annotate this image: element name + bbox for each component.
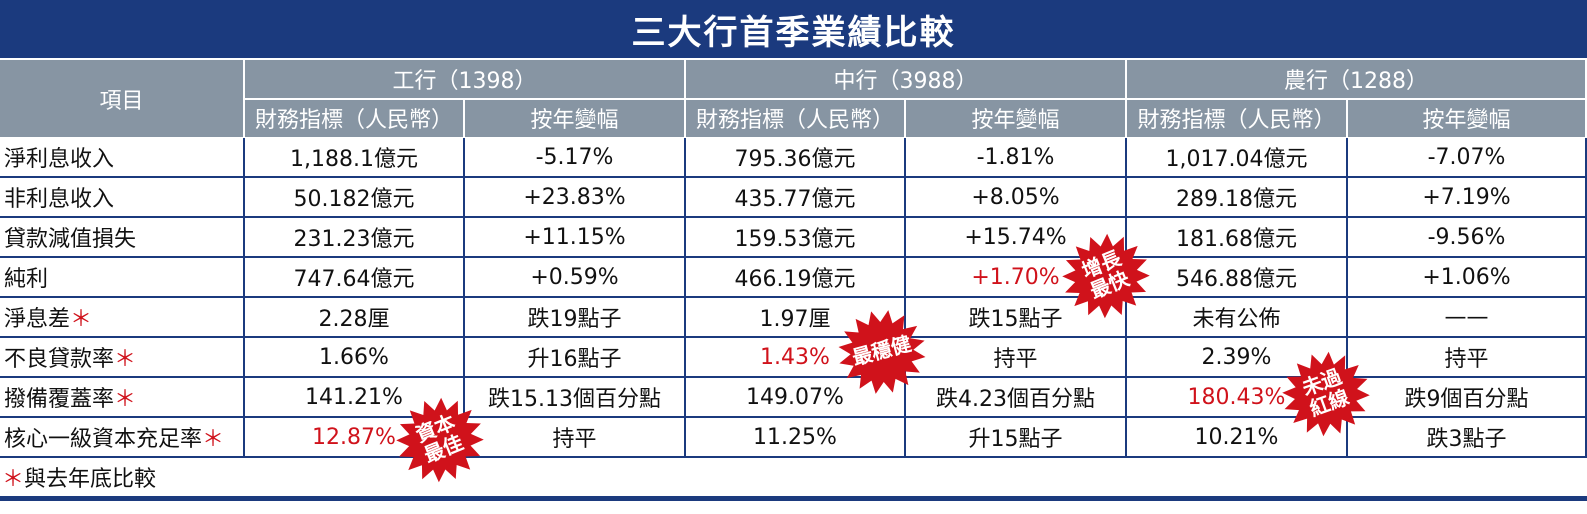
row-label: 貸款減值損失 — [0, 218, 245, 258]
data-cell: 跌15點子 — [906, 298, 1127, 338]
badge-burst — [396, 397, 484, 483]
bank-header: 中行（3988） — [686, 60, 1127, 100]
data-cell: 546.88億元 — [1127, 258, 1348, 298]
sub-header: 按年變幅 — [465, 99, 686, 139]
data-cell: 1,188.1億元 — [245, 138, 465, 178]
row-label-text: 核心一級資本充足率 — [4, 427, 203, 452]
data-cell: 141.21% — [245, 378, 465, 418]
data-cell: 795.36億元 — [686, 138, 906, 178]
data-cell: 2.39% — [1127, 338, 1348, 378]
data-cell: 747.64億元 — [245, 258, 465, 298]
data-cell: 181.68億元 — [1127, 218, 1348, 258]
data-cell: 升15點子 — [906, 418, 1127, 458]
data-cell: -5.17% — [465, 138, 686, 178]
data-cell: 1,017.04億元 — [1127, 138, 1348, 178]
sub-header: 財務指標（人民幣） — [1127, 99, 1348, 139]
note-mark: ＊ — [202, 427, 225, 452]
data-cell: +23.83% — [465, 178, 686, 218]
bank-header: 工行（1398） — [245, 60, 686, 100]
title: 三大行首季業績比較 — [0, 0, 1587, 58]
data-cell: 159.53億元 — [686, 218, 906, 258]
data-cell: 持平 — [906, 338, 1127, 378]
data-cell: +1.06% — [1348, 258, 1587, 298]
sub-header: 按年變幅 — [906, 99, 1127, 139]
badge-burst — [1062, 233, 1150, 319]
data-cell: —— — [1348, 298, 1587, 338]
data-cell: 跌15.13個百分點 — [465, 378, 686, 418]
data-cell: 升16點子 — [465, 338, 686, 378]
data-cell: +7.19% — [1348, 178, 1587, 218]
row-label-text: 不良貸款率 — [4, 347, 115, 372]
data-cell: 466.19億元 — [686, 258, 906, 298]
badge-burst — [1282, 351, 1370, 437]
row-label: 純利 — [0, 258, 245, 298]
bottom-rule — [0, 496, 1587, 501]
data-cell: 跌9個百分點 — [1348, 378, 1587, 418]
data-cell: 跌3點子 — [1348, 418, 1587, 458]
row-label: 撥備覆蓋率＊ — [0, 378, 245, 418]
data-cell: 12.87% — [245, 418, 465, 458]
data-cell: 2.28厘 — [245, 298, 465, 338]
data-cell: 未有公佈 — [1127, 298, 1348, 338]
data-cell: 180.43% — [1127, 378, 1348, 418]
data-cell: +11.15% — [465, 218, 686, 258]
bank-header: 農行（1288） — [1127, 60, 1587, 100]
row-label: 不良貸款率＊ — [0, 338, 245, 378]
sub-header: 財務指標（人民幣） — [686, 99, 906, 139]
row-label-text: 淨利息收入 — [4, 147, 115, 172]
row-label-text: 純利 — [4, 267, 49, 292]
data-cell: 289.18億元 — [1127, 178, 1348, 218]
footnote-text: 與去年底比較 — [24, 467, 157, 492]
row-label-text: 淨息差 — [4, 307, 71, 332]
data-cell: 50.182億元 — [245, 178, 465, 218]
row-label: 非利息收入 — [0, 178, 245, 218]
data-cell: 231.23億元 — [245, 218, 465, 258]
footnote: ＊與去年底比較 — [0, 458, 700, 496]
data-cell: 435.77億元 — [686, 178, 906, 218]
row-label: 核心一級資本充足率＊ — [0, 418, 245, 458]
data-cell: -9.56% — [1348, 218, 1587, 258]
data-cell: 11.25% — [686, 418, 906, 458]
note-mark: ＊ — [114, 387, 137, 412]
data-cell: 持平 — [465, 418, 686, 458]
data-cell: 1.66% — [245, 338, 465, 378]
row-label-text: 撥備覆蓋率 — [4, 387, 115, 412]
row-label: 淨利息收入 — [0, 138, 245, 178]
data-cell: +15.74% — [906, 218, 1127, 258]
data-cell: +8.05% — [906, 178, 1127, 218]
note-mark: ＊ — [114, 347, 137, 372]
data-cell: 1.97厘 — [686, 298, 906, 338]
data-cell: 持平 — [1348, 338, 1587, 378]
footnote-mark: ＊ — [2, 467, 25, 492]
data-cell: 跌19點子 — [465, 298, 686, 338]
badge: 最穩健 — [838, 310, 926, 394]
data-cell: +0.59% — [465, 258, 686, 298]
badge-burst — [838, 310, 926, 394]
note-mark: ＊ — [70, 307, 93, 332]
data-cell: 跌4.23個百分點 — [906, 378, 1127, 418]
header-item: 項目 — [0, 60, 245, 139]
data-cell: 10.21% — [1127, 418, 1348, 458]
row-label: 淨息差＊ — [0, 298, 245, 338]
data-cell: -1.81% — [906, 138, 1127, 178]
row-label-text: 貸款減值損失 — [4, 227, 137, 252]
row-label-text: 非利息收入 — [4, 187, 115, 212]
sub-header: 按年變幅 — [1348, 99, 1587, 139]
sub-header: 財務指標（人民幣） — [245, 99, 465, 139]
data-cell: -7.07% — [1348, 138, 1587, 178]
data-cell: 149.07% — [686, 378, 906, 418]
